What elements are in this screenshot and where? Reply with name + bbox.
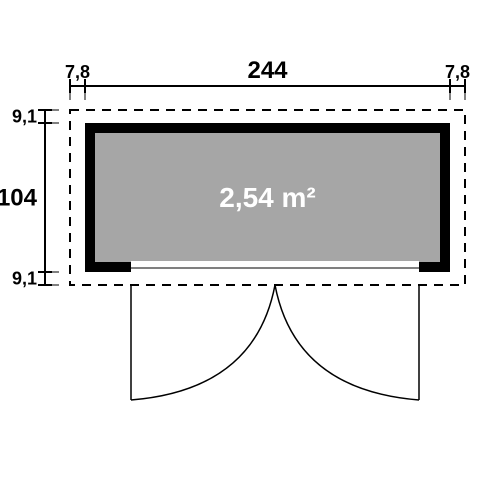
door-arc-right <box>275 285 419 400</box>
floorplan-diagram: 2,54 m² 7,8 244 7,8 9,1 104 9,1 <box>0 0 500 500</box>
door-arc-left <box>131 285 275 400</box>
area-label: 2,54 m² <box>219 182 316 213</box>
dim-left-top: 9,1 <box>12 107 37 127</box>
dim-left-bottom: 9,1 <box>12 269 37 289</box>
dim-top-main: 244 <box>247 57 288 84</box>
dim-top-left: 7,8 <box>65 62 90 82</box>
dim-top-right: 7,8 <box>445 62 470 82</box>
dim-left-main: 104 <box>0 185 38 212</box>
